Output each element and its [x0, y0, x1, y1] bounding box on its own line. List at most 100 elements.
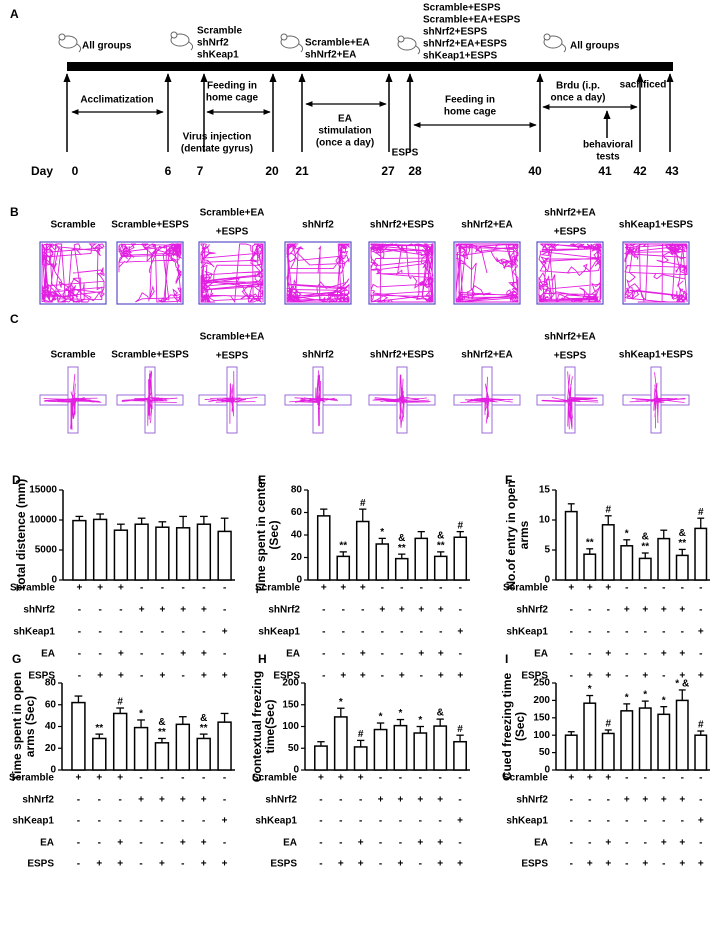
- group-title: shNrf2: [302, 350, 334, 361]
- group-title: shNrf2+ESPS: [370, 350, 435, 361]
- significance-mark: *: [643, 690, 647, 701]
- day-number: 41: [598, 164, 612, 178]
- group-title: +ESPS: [554, 351, 587, 362]
- y-tick-label: 40: [45, 721, 57, 732]
- phase-label: Feeding in: [207, 81, 257, 92]
- significance-mark: **: [398, 543, 406, 554]
- bar: [355, 520, 370, 581]
- condition-mark: +: [605, 649, 611, 660]
- mouse-tail: [76, 43, 82, 53]
- condition-mark: -: [140, 671, 143, 682]
- bar: [92, 518, 108, 581]
- row-label: EA: [283, 838, 297, 849]
- significance-mark: #: [605, 719, 611, 730]
- mouse-ear: [280, 33, 288, 41]
- condition-mark: -: [420, 627, 423, 638]
- condition-mark: -: [625, 773, 628, 784]
- condition-mark: -: [379, 838, 382, 849]
- significance-mark: #: [117, 697, 123, 708]
- trajectory: [460, 376, 513, 424]
- condition-mark: -: [78, 605, 81, 616]
- y-axis-label: Contextual freezing: [250, 671, 264, 782]
- condition-mark: -: [570, 816, 573, 827]
- condition-mark: +: [587, 773, 593, 784]
- condition-mark: -: [662, 627, 665, 638]
- condition-mark: -: [439, 816, 442, 827]
- phase-label: once a day): [550, 93, 605, 104]
- group-label: Scramble+EA+ESPS: [423, 15, 521, 26]
- condition-mark: -: [607, 816, 610, 827]
- day-number: 7: [197, 164, 204, 178]
- bar: [72, 519, 87, 581]
- group-title: Scramble+EA: [200, 332, 265, 343]
- condition-mark: +: [437, 838, 443, 849]
- condition-mark: +: [117, 838, 123, 849]
- group-title: Scramble+ESPS: [111, 220, 189, 231]
- significance-mark: &: [437, 531, 444, 542]
- condition-mark: -: [181, 627, 184, 638]
- condition-mark: -: [339, 795, 342, 806]
- day-number: 28: [408, 164, 422, 178]
- condition-mark: -: [322, 605, 325, 616]
- condition-mark: +: [378, 795, 384, 806]
- condition-mark: -: [588, 649, 591, 660]
- condition-mark: +: [438, 649, 444, 660]
- y-tick-label: 10000: [29, 515, 57, 526]
- condition-mark: +: [201, 671, 207, 682]
- condition-mark: -: [139, 816, 142, 827]
- significance-mark: #: [698, 507, 704, 518]
- condition-mark: +: [360, 649, 366, 660]
- condition-mark: +: [437, 859, 443, 870]
- condition-mark: -: [379, 816, 382, 827]
- significance-mark: *: [380, 527, 384, 538]
- phase-label: sacrificed: [620, 80, 667, 91]
- condition-mark: -: [98, 605, 101, 616]
- condition-mark: +: [679, 649, 685, 660]
- y-axis-label: Total distence (mm): [14, 479, 28, 591]
- condition-mark: -: [400, 583, 403, 594]
- condition-mark: -: [381, 627, 384, 638]
- condition-mark: -: [381, 671, 384, 682]
- y-tick-label: 0: [50, 765, 56, 776]
- condition-mark: +: [96, 859, 102, 870]
- panel-label: F: [505, 473, 512, 487]
- panel-label: B: [10, 205, 19, 219]
- y-axis-label: No.of entry in open: [504, 480, 518, 589]
- row-label: Scramble: [252, 773, 297, 784]
- condition-mark: +: [605, 773, 611, 784]
- phase-label: Acclimatization: [80, 95, 153, 106]
- condition-mark: -: [607, 627, 610, 638]
- y-tick-label: 250: [533, 678, 550, 689]
- phase-label: tests: [596, 152, 620, 163]
- condition-mark: -: [181, 773, 184, 784]
- y-tick-label: 5000: [35, 545, 58, 556]
- phase-label: ESPS: [392, 148, 419, 159]
- condition-mark: +: [437, 795, 443, 806]
- significance-mark: &: [158, 717, 165, 728]
- row-label: EA: [534, 838, 548, 849]
- condition-mark: +: [118, 649, 124, 660]
- row-label: shNrf2: [516, 795, 548, 806]
- y-tick-label: 0: [293, 765, 299, 776]
- condition-mark: -: [681, 816, 684, 827]
- bar: [333, 716, 348, 771]
- condition-mark: -: [439, 583, 442, 594]
- condition-mark: -: [439, 773, 442, 784]
- condition-mark: -: [319, 816, 322, 827]
- condition-mark: -: [662, 671, 665, 682]
- condition-mark: -: [140, 627, 143, 638]
- significance-mark: *: [625, 693, 629, 704]
- y-tick-label: 200: [282, 678, 299, 689]
- significance-mark: &: [398, 533, 405, 544]
- bar: [71, 701, 86, 771]
- y-tick-label: 150: [533, 712, 550, 723]
- significance-mark: **: [95, 723, 103, 734]
- condition-mark: -: [644, 583, 647, 594]
- condition-mark: -: [570, 671, 573, 682]
- condition-mark: -: [223, 795, 226, 806]
- condition-mark: +: [457, 671, 463, 682]
- condition-mark: -: [322, 671, 325, 682]
- trajectory: [455, 243, 519, 304]
